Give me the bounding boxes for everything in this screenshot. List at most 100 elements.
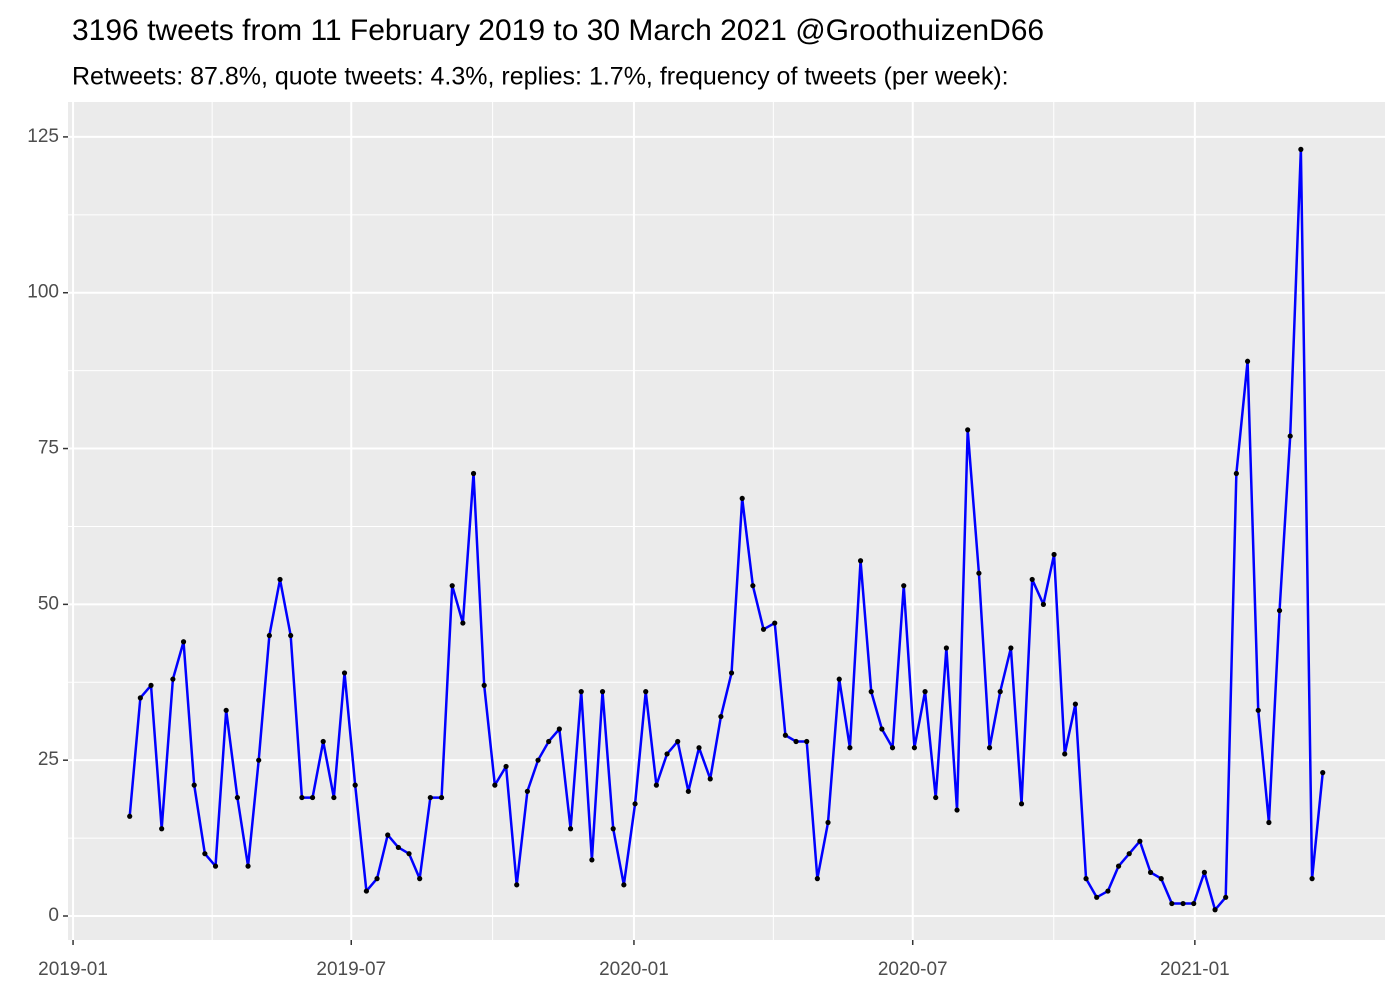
- data-point: [363, 888, 370, 894]
- data-point: [266, 632, 272, 639]
- data-point: [1320, 770, 1326, 776]
- data-point: [589, 857, 595, 863]
- y-tick-label: 50: [38, 593, 59, 614]
- data-point: [696, 745, 702, 751]
- data-point: [1191, 900, 1197, 907]
- data-point: [718, 713, 724, 720]
- data-point: [159, 826, 165, 832]
- data-point: [481, 682, 487, 688]
- data-point: [825, 819, 831, 826]
- x-tick-label: 2021-01: [1160, 959, 1230, 980]
- data-point: [191, 782, 197, 788]
- data-point: [986, 745, 993, 751]
- data-point: [1040, 601, 1047, 607]
- data-point: [610, 826, 616, 832]
- data-point: [406, 851, 412, 857]
- y-tick-label: 0: [48, 905, 59, 926]
- data-point: [1180, 900, 1186, 907]
- data-point: [578, 689, 584, 695]
- panel: [68, 102, 1385, 940]
- data-point: [256, 757, 262, 763]
- data-point: [976, 570, 982, 576]
- data-point: [567, 826, 574, 832]
- data-point: [417, 876, 423, 882]
- data-point: [1298, 146, 1304, 152]
- data-point: [438, 794, 445, 801]
- data-point: [621, 882, 627, 888]
- data-point: [514, 882, 520, 888]
- data-point: [352, 782, 358, 788]
- chart-title: 3196 tweets from 11 February 2019 to 30 …: [72, 14, 1044, 47]
- data-point: [901, 583, 907, 589]
- data-point: [685, 788, 691, 794]
- y-tick-label: 125: [27, 126, 59, 147]
- data-point: [427, 794, 433, 801]
- data-point: [847, 745, 853, 751]
- data-point: [212, 863, 219, 869]
- data-point: [1169, 900, 1175, 907]
- data-point: [943, 645, 949, 651]
- data-point: [772, 620, 778, 626]
- data-point: [1287, 433, 1293, 439]
- data-point: [889, 745, 896, 751]
- data-point: [836, 676, 842, 682]
- data-point: [997, 689, 1003, 695]
- data-point: [1083, 876, 1089, 882]
- data-point: [1158, 876, 1164, 882]
- data-point: [374, 876, 380, 882]
- data-point: [653, 782, 659, 788]
- data-point: [245, 863, 251, 869]
- data-point: [965, 427, 971, 433]
- data-point: [1201, 869, 1207, 875]
- data-point: [728, 670, 735, 676]
- chart-subtitle: Retweets: 87.8%, quote tweets: 4.3%, rep…: [72, 63, 1009, 91]
- x-tick-label: 2019-07: [316, 959, 386, 980]
- data-point: [760, 626, 767, 632]
- data-point: [643, 689, 649, 695]
- data-point: [1276, 607, 1283, 614]
- data-point: [599, 689, 606, 695]
- data-point: [137, 695, 143, 701]
- data-point: [503, 763, 509, 770]
- data-point: [1062, 751, 1068, 757]
- data-point: [1212, 907, 1218, 913]
- data-point: [750, 583, 756, 589]
- data-point: [127, 813, 133, 819]
- data-point: [922, 689, 928, 695]
- data-point: [1018, 801, 1025, 807]
- data-point: [1255, 707, 1261, 713]
- x-tick-label: 2019-01: [38, 959, 108, 980]
- data-point: [170, 676, 176, 682]
- data-point: [1115, 863, 1122, 869]
- data-point: [1233, 470, 1239, 477]
- data-point: [793, 738, 799, 745]
- data-point: [309, 794, 316, 801]
- data-point: [299, 794, 305, 801]
- data-point: [1244, 358, 1251, 364]
- data-point: [524, 788, 530, 794]
- data-point: [385, 832, 391, 838]
- data-point: [1137, 838, 1143, 844]
- data-point: [556, 726, 562, 732]
- data-point: [814, 876, 820, 882]
- data-point: [804, 738, 810, 745]
- data-point: [1105, 888, 1111, 894]
- data-point: [331, 794, 337, 801]
- data-point: [1223, 894, 1229, 900]
- y-tick-label: 100: [27, 282, 59, 303]
- data-line: [128, 148, 1324, 912]
- data-point: [288, 632, 294, 639]
- data-point: [1094, 894, 1100, 900]
- data-point: [857, 558, 864, 564]
- y-tick-label: 75: [38, 438, 59, 459]
- data-point: [546, 738, 552, 745]
- data-point: [954, 807, 960, 813]
- x-tick-label: 2020-07: [878, 959, 948, 980]
- data-point: [879, 726, 885, 732]
- data-point: [911, 745, 918, 751]
- data-point: [707, 776, 713, 782]
- data-point: [320, 738, 326, 745]
- data-point: [1072, 701, 1078, 707]
- data-point: [868, 689, 874, 695]
- data-point: [782, 732, 788, 738]
